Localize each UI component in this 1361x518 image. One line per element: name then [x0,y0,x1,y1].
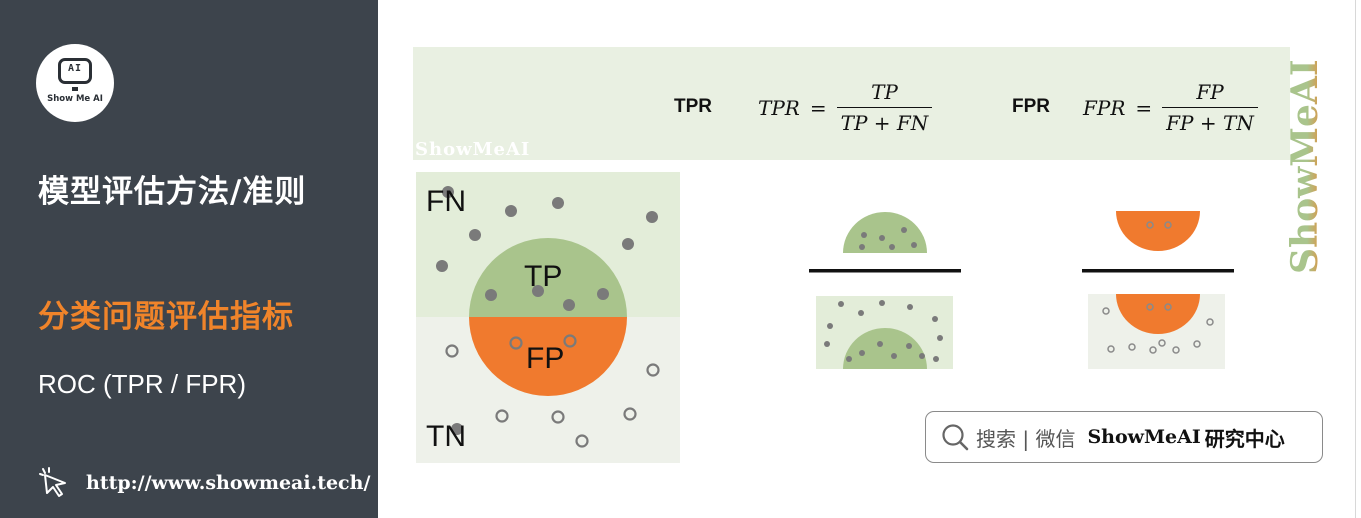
fpr-numerator-fp-shape [1116,211,1200,251]
banner-watermark: ShowMeAI [415,139,531,160]
search-icon [942,424,969,451]
tpr-label: TPR [674,96,712,117]
fpr-den-term-a: FP [1166,111,1194,135]
logo-text: Show Me AI [47,94,103,104]
section-title: 模型评估方法/准则 [38,174,307,210]
tpr-visual-fraction [809,212,961,369]
tpr-numerator-tp-shape [843,212,927,253]
fpr-fraction-bar [1082,269,1234,273]
tp-label: TP [524,260,562,293]
wechat-search-badge[interactable]: 搜索 | 微信 ShowMeAI 研究中心 [925,411,1323,463]
tpr-equals: = [809,95,827,120]
fpr-numerator: FP [1196,80,1224,104]
tpr-fraction-bar [809,269,961,273]
fpr-equals: = [1135,95,1153,120]
search-suffix: 研究中心 [1204,426,1285,451]
confusion-circle-diagram: FN TP FP TN [416,172,680,463]
positive-dots [436,186,658,435]
showmeai-logo[interactable]: AI Show Me AI [36,44,114,122]
fpr-label: FPR [1012,96,1050,117]
tpr-numerator: TP [871,80,898,104]
fpr-denominator: FP + TN [1162,107,1258,135]
tpr-lhs: TPR [758,95,800,120]
fpr-den-plus: + [1199,111,1217,135]
website-link[interactable]: http://www.showmeai.tech/ [38,466,370,500]
logo-icon-text: AI [67,63,83,74]
monitor-stand [72,87,78,91]
right-edge [1355,0,1361,518]
fpr-denominator-fp-shape [1116,294,1200,334]
fpr-lhs: FPR [1083,95,1126,120]
sidebar: AI Show Me AI 模型评估方法/准则 分类问题评估指标 ROC (TP… [0,0,378,518]
fp-half-circle [469,317,627,396]
fpr-denominator-dots [1102,303,1214,354]
tpr-den-term-b: FN [896,111,929,135]
search-brand: ShowMeAI [1087,426,1201,448]
formula-banner: ShowMeAI TPR TPR = TP TP + FN FPR FPR = … [413,47,1290,160]
fpr-numerator-dots [1146,221,1172,229]
monitor-icon: AI [58,58,92,84]
negative-dots [445,334,660,448]
tn-label: TN [426,420,466,453]
tpr-denominator: TP + FN [836,107,933,135]
section-subtitle: 分类问题评估指标 [38,299,294,335]
cursor-click-icon [39,467,66,497]
fpr-den-term-b: TN [1223,111,1254,135]
tp-half-circle [469,238,627,317]
tpr-fraction: TP TP + FN [836,80,933,135]
tpr-denominator-tp-shape [843,328,927,369]
fn-label: FN [426,185,466,218]
fpr-fraction: FP FP + TN [1162,80,1258,135]
search-label: 搜索 | 微信 [976,426,1076,451]
tpr-den-term-a: TP [840,111,868,135]
tpr-den-plus: + [873,111,891,135]
website-url[interactable]: http://www.showmeai.tech/ [86,472,371,494]
fp-label: FP [526,342,564,375]
topic-label: ROC (TPR / FPR) [38,369,246,399]
tpr-numerator-dots [859,227,917,250]
fpr-visual-fraction [1082,211,1234,369]
vertical-brand-text: ShowMeAI [1284,59,1326,274]
tpr-formula: TPR = TP TP + FN [758,80,933,135]
vertical-brand-watermark: ShowMeAI [1284,59,1326,274]
tpr-denominator-dots [824,300,943,362]
fpr-formula: FPR = FP FP + TN [1083,80,1258,135]
